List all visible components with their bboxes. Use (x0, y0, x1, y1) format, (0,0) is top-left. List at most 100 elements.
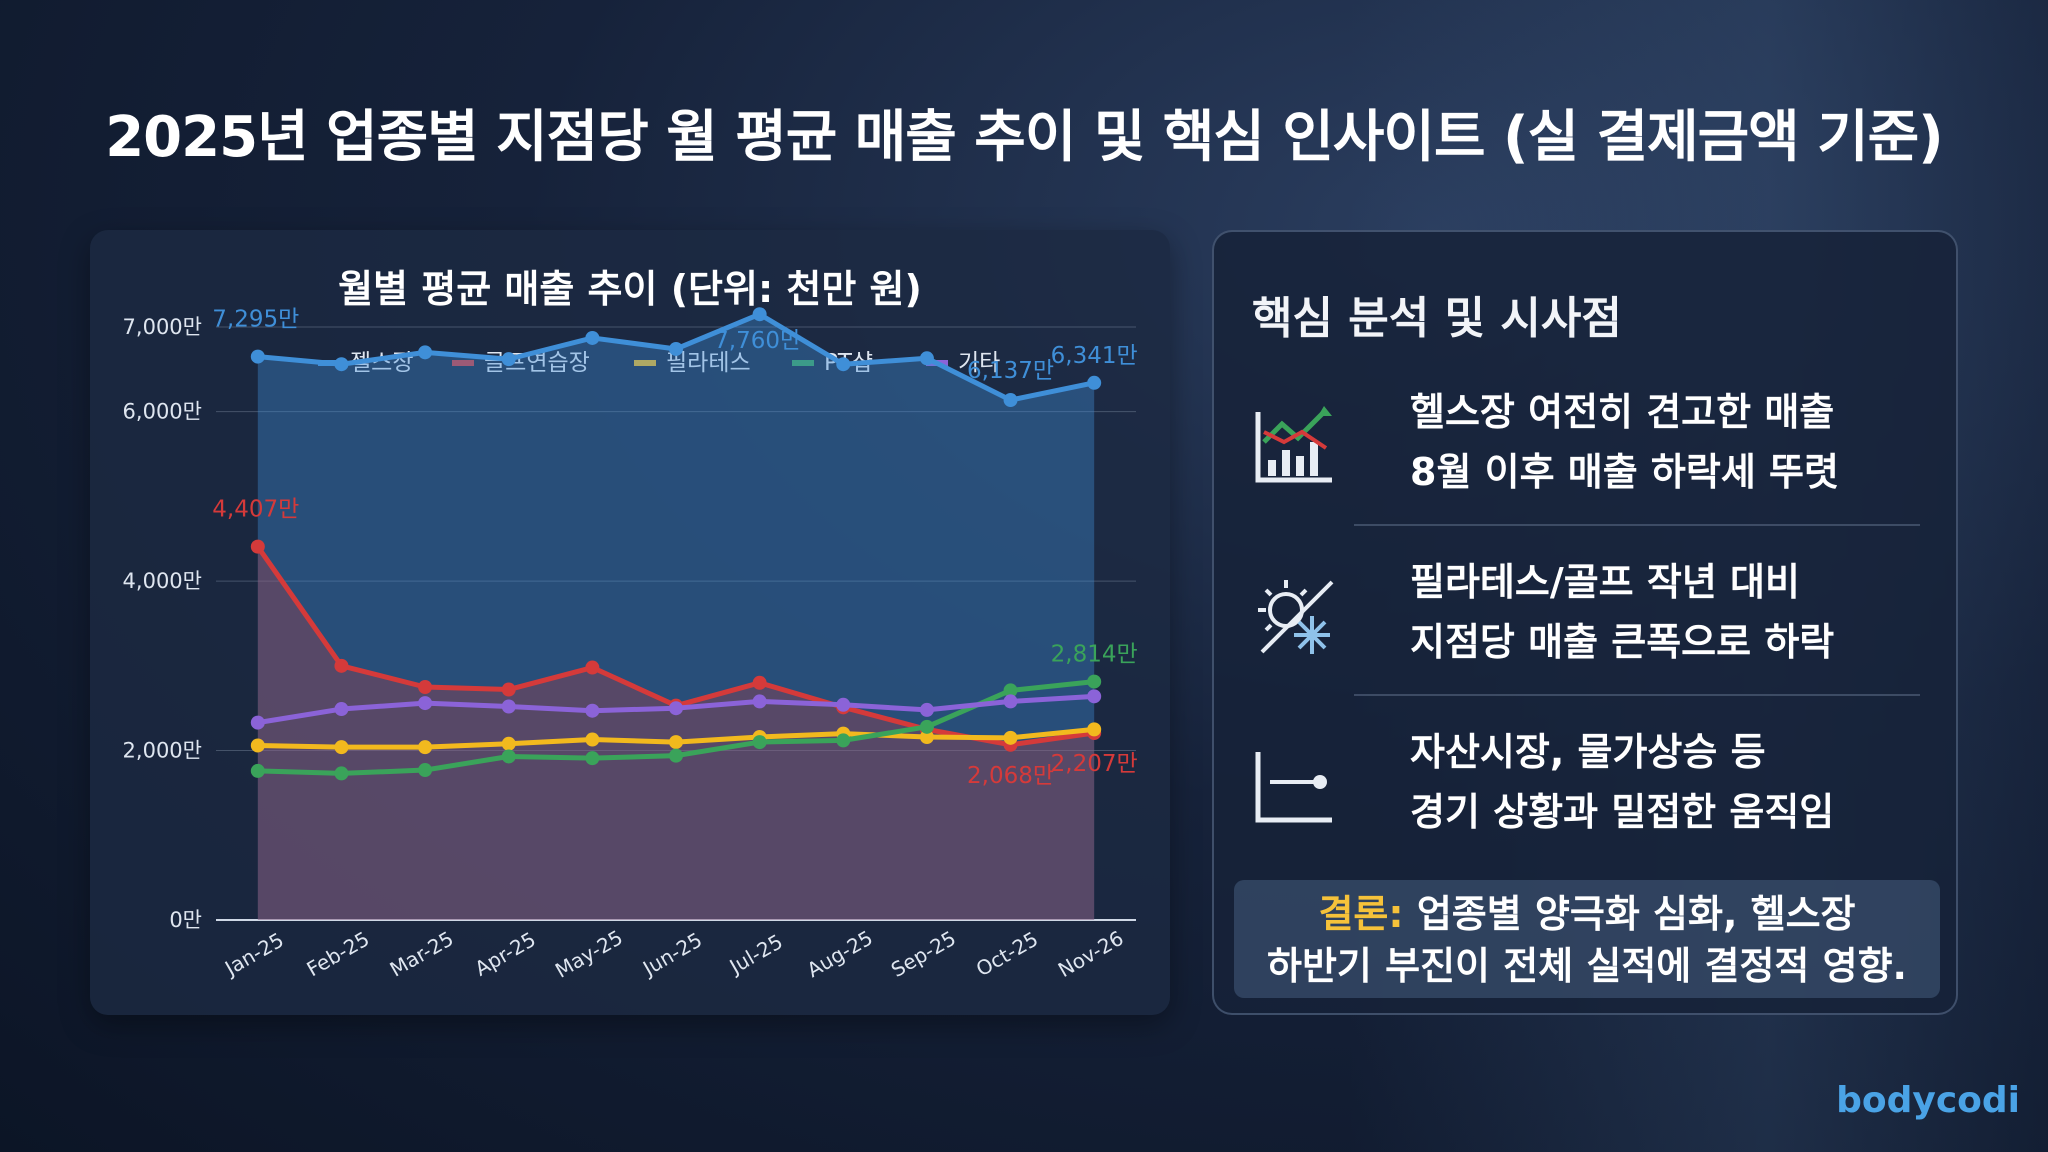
area-fill-1 (257, 546, 1095, 920)
x-tick-label-5: Jun-25 (637, 928, 706, 982)
x-tick-label-1: Feb-25 (302, 927, 373, 982)
data-point-3-1 (334, 766, 349, 781)
data-point-0-8 (919, 351, 934, 366)
data-point-3-8 (919, 719, 934, 734)
data-point-0-9 (1003, 393, 1018, 408)
insight-2-line-1: 필라테스/골프 작년 대비 (1410, 560, 1800, 604)
data-point-4-0 (250, 715, 265, 730)
x-tick-label-3: Apr-25 (471, 927, 540, 981)
line-chart: 월별 평균 매출 추이 (단위: 천만 원)젤스장골프연습장필라테스PT샵기타0… (123, 267, 1138, 983)
data-label-0-2: 6,137만 (967, 358, 1054, 384)
data-point-4-8 (919, 702, 934, 717)
data-point-3-5 (669, 748, 683, 763)
data-label-3-0: 2,814만 (1051, 642, 1138, 668)
data-point-3-0 (250, 763, 265, 778)
conclusion-box: 결론: 업종별 양극화 심화, 헬스장 하반기 부진이 전체 실적에 결정적 영… (1234, 880, 1940, 998)
divider (1354, 694, 1920, 696)
insight-title: 핵심 분석 및 시사점 (1252, 293, 1622, 344)
data-point-3-2 (418, 763, 433, 778)
data-point-1-4 (585, 660, 600, 675)
page-title: 2025년 업종별 지점당 월 평균 매출 추이 및 핵심 인사이트 (실 결제… (105, 105, 1944, 170)
y-tick-label-4: 7,000만 (123, 315, 202, 339)
sun-snowflake-icon (1258, 580, 1334, 654)
insight-3-line-1: 자산시장, 물가상승 등 (1410, 730, 1766, 774)
y-tick-label-1: 2,000만 (123, 739, 202, 763)
data-point-2-8 (919, 730, 934, 744)
y-tick-label-0: 0만 (169, 908, 202, 932)
data-point-1-1 (334, 658, 349, 673)
conclusion-line-2: 하반기 부진이 전체 실적에 결정적 영향. (1267, 944, 1907, 988)
divider (1354, 524, 1920, 526)
data-point-4-9 (1003, 694, 1018, 709)
data-point-0-5 (669, 341, 683, 356)
insight-3-line-2: 경기 상황과 밀접한 움직임 (1410, 790, 1835, 834)
data-point-2-0 (250, 738, 265, 753)
data-point-4-5 (669, 701, 683, 716)
insight-panel: 핵심 분석 및 시사점 헬스장 여전히 견고한 매출 8월 이후 매출 하락세 … (1212, 230, 1958, 1015)
data-point-4-10 (1087, 689, 1102, 704)
data-point-0-7 (836, 357, 851, 372)
legend-swatch-3 (792, 360, 814, 366)
x-tick-label-9: Oct-25 (972, 927, 1042, 981)
data-label-0-0: 7,295만 (212, 307, 299, 333)
x-tick-label-8: Sep-25 (887, 926, 960, 982)
data-point-4-2 (418, 696, 433, 711)
data-point-0-6 (752, 307, 767, 322)
growth-chart-icon (1255, 406, 1332, 483)
y-tick-label-3: 6,000만 (123, 400, 202, 424)
data-label-1-0: 4,407만 (212, 497, 299, 523)
legend-swatch-2 (634, 360, 656, 366)
data-label-0-1: 7,760만 (714, 328, 801, 354)
legend-swatch-1 (452, 360, 474, 366)
insight-1-line-1: 헬스장 여전히 견고한 매출 (1410, 390, 1835, 434)
brand-logo: bodycodi (1836, 1080, 2020, 1121)
data-point-1-3 (501, 682, 516, 697)
legend-label-4: 기타 (958, 350, 1000, 376)
data-label-0-3: 6,341만 (1051, 343, 1138, 369)
data-point-3-9 (1003, 683, 1018, 698)
data-point-3-3 (501, 749, 516, 764)
insight-2-line-2: 지점당 매출 큰폭으로 하락 (1410, 620, 1835, 664)
data-point-3-7 (836, 733, 851, 748)
x-tick-label-4: May-25 (551, 925, 627, 983)
insight-1-line-2: 8월 이후 매출 하락세 뚜렷 (1410, 450, 1839, 494)
data-point-0-2 (418, 345, 433, 360)
data-point-2-3 (501, 736, 516, 751)
data-point-0-10 (1087, 375, 1102, 390)
data-point-4-4 (585, 703, 600, 718)
data-point-4-1 (334, 702, 349, 717)
trend-line-icon (1255, 752, 1332, 823)
data-label-1-2: 2,207만 (1051, 751, 1138, 777)
data-point-3-10 (1087, 674, 1102, 689)
insight-item-2: 필라테스/골프 작년 대비 지점당 매출 큰폭으로 하락 (1252, 552, 1932, 702)
x-tick-label-6: Jul-25 (724, 929, 787, 979)
chart-card: 월별 평균 매출 추이 (단위: 천만 원)젤스장골프연습장필라테스PT샵기타0… (90, 230, 1170, 1015)
data-point-2-9 (1003, 730, 1018, 745)
data-point-2-4 (585, 732, 600, 747)
x-tick-label-7: Aug-25 (803, 926, 877, 983)
data-point-3-4 (585, 751, 600, 766)
data-point-2-1 (334, 740, 349, 755)
data-point-0-1 (334, 357, 349, 372)
data-point-0-3 (501, 352, 516, 367)
data-point-4-3 (501, 699, 516, 714)
area-fill-0 (257, 314, 1095, 921)
data-point-2-5 (669, 735, 683, 750)
conclusion-label: 결론: (1318, 892, 1404, 936)
data-point-1-0 (250, 539, 265, 554)
data-point-2-10 (1087, 722, 1102, 737)
insight-item-1: 헬스장 여전히 견고한 매출 8월 이후 매출 하락세 뚜렷 (1252, 382, 1932, 532)
y-tick-label-2: 4,000만 (123, 569, 202, 593)
data-point-2-2 (418, 740, 433, 755)
data-point-4-7 (836, 697, 851, 712)
data-point-1-6 (752, 675, 767, 690)
insight-item-3: 자산시장, 물가상승 등 경기 상황과 밀접한 움직임 (1252, 722, 1932, 872)
data-point-0-4 (585, 330, 600, 345)
x-tick-label-2: Mar-25 (386, 926, 458, 981)
conclusion-line-1: 업종별 양극화 심화, 헬스장 (1403, 892, 1856, 936)
chart-title: 월별 평균 매출 추이 (단위: 천만 원) (338, 267, 922, 311)
data-point-3-6 (752, 735, 767, 750)
data-point-1-2 (418, 680, 433, 695)
x-tick-label-10: Nov-26 (1054, 926, 1128, 982)
data-label-1-1: 2,068만 (967, 763, 1054, 789)
